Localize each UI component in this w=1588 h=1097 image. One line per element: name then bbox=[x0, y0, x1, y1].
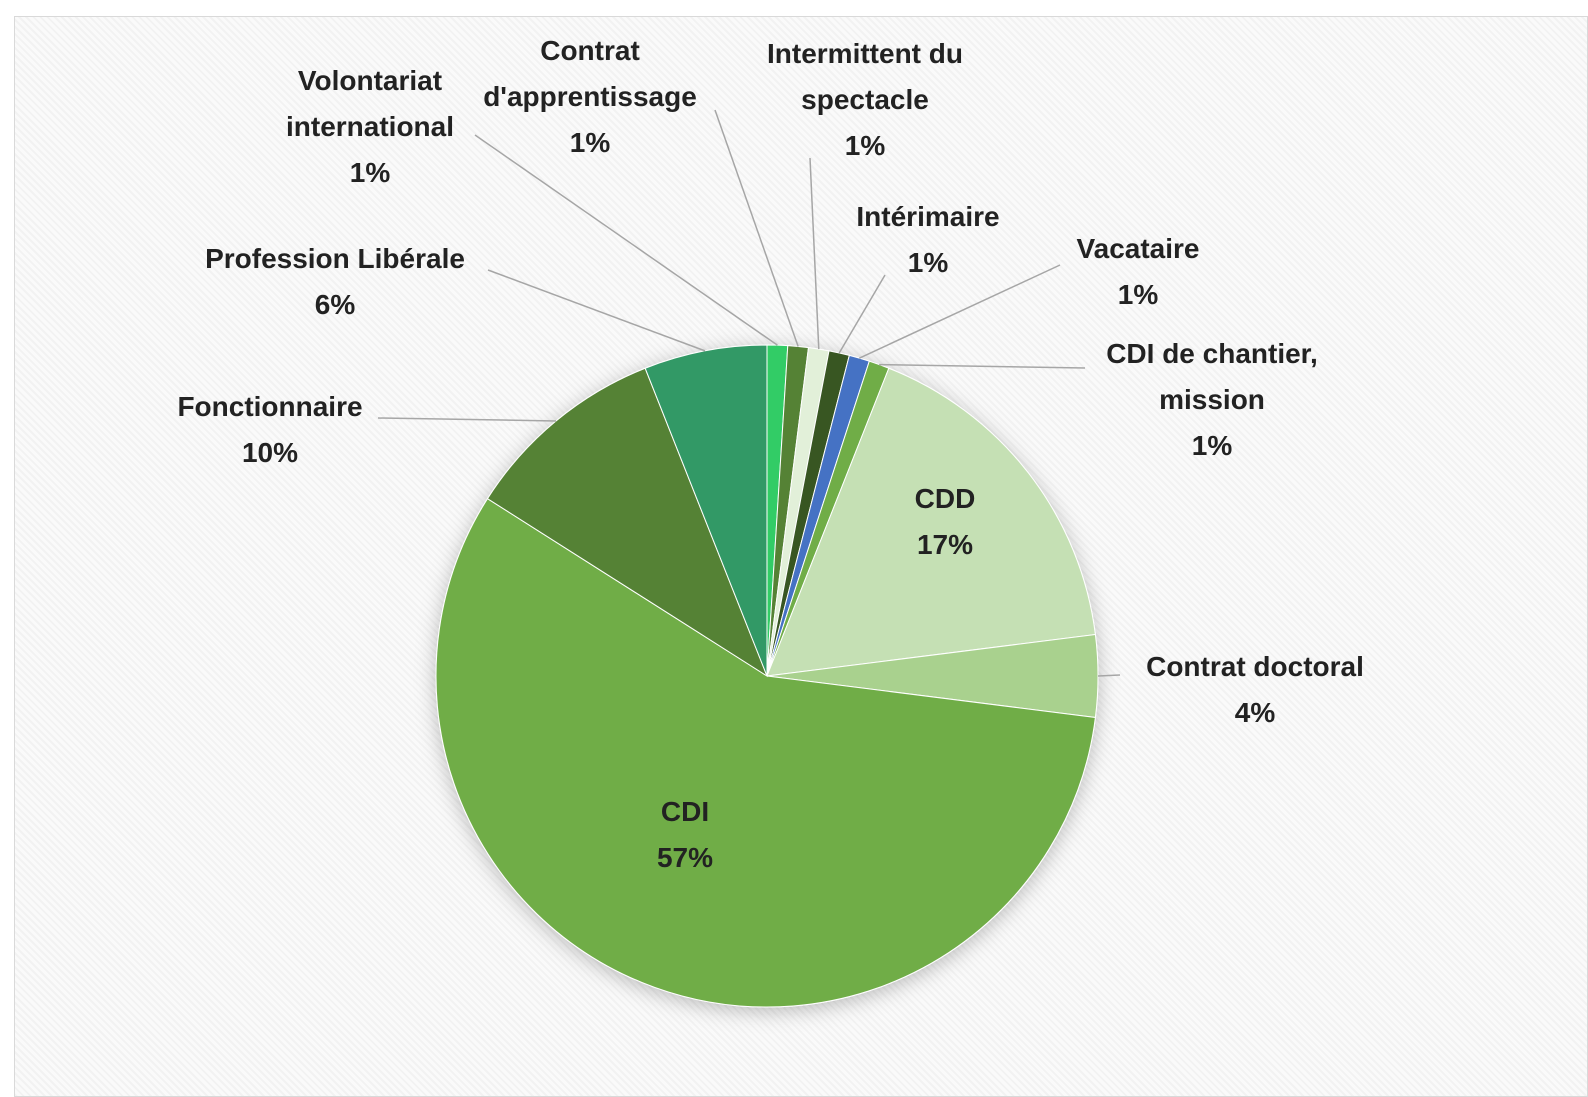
pie-slice bbox=[644, 344, 768, 677]
value-label: 1% bbox=[1191, 430, 1233, 461]
value-label: 1% bbox=[349, 157, 391, 188]
value-label: 1% bbox=[569, 127, 611, 158]
data-label: Vacataire 1% bbox=[1053, 226, 1223, 318]
leader-line bbox=[838, 274, 886, 354]
category-label: Contrat d'apprentissage bbox=[483, 35, 697, 112]
category-label: Volontariat international bbox=[285, 65, 454, 142]
data-label: Intérimaire 1% bbox=[828, 194, 1028, 286]
leader-line bbox=[377, 417, 557, 422]
value-label: 4% bbox=[1234, 697, 1276, 728]
data-label: Intermittent du spectacle 1% bbox=[735, 31, 995, 169]
value-label: 1% bbox=[1117, 279, 1159, 310]
data-label: Contrat doctoral 4% bbox=[1120, 644, 1390, 736]
value-label: 6% bbox=[314, 289, 356, 320]
leader-line bbox=[714, 109, 799, 347]
category-label: CDD bbox=[914, 483, 976, 514]
data-label: CDI de chantier, mission 1% bbox=[1082, 331, 1342, 469]
leader-line bbox=[474, 134, 778, 346]
value-label: 57% bbox=[656, 842, 714, 873]
value-label: 17% bbox=[916, 529, 974, 560]
category-label: Contrat doctoral bbox=[1146, 651, 1364, 682]
leader-line bbox=[879, 363, 1086, 369]
leader-line bbox=[859, 264, 1061, 359]
category-label: CDI bbox=[660, 796, 710, 827]
data-label: CDD 17% bbox=[885, 476, 1005, 568]
pie-slice bbox=[435, 497, 1096, 1008]
value-label: 1% bbox=[844, 130, 886, 161]
category-label: CDI de chantier, mission bbox=[1106, 338, 1318, 415]
category-label: Profession Libérale bbox=[205, 243, 465, 274]
category-label: Vacataire bbox=[1076, 233, 1200, 264]
category-label: Fonctionnaire bbox=[177, 391, 363, 422]
leader-line bbox=[809, 157, 820, 350]
leader-line bbox=[1097, 674, 1121, 677]
pie-slice bbox=[766, 367, 1096, 677]
value-label: 10% bbox=[241, 437, 299, 468]
category-label: Intérimaire bbox=[856, 201, 1000, 232]
leader-line bbox=[487, 269, 706, 352]
data-label: Volontariat international 1% bbox=[265, 58, 475, 196]
data-label: Contrat d'apprentissage 1% bbox=[465, 28, 715, 166]
category-label: Intermittent du spectacle bbox=[767, 38, 963, 115]
data-label: Fonctionnaire 10% bbox=[155, 384, 385, 476]
value-label: 1% bbox=[907, 247, 949, 278]
data-label: Profession Libérale 6% bbox=[185, 236, 485, 328]
data-label: CDI 57% bbox=[625, 789, 745, 881]
pie bbox=[435, 344, 1099, 1008]
